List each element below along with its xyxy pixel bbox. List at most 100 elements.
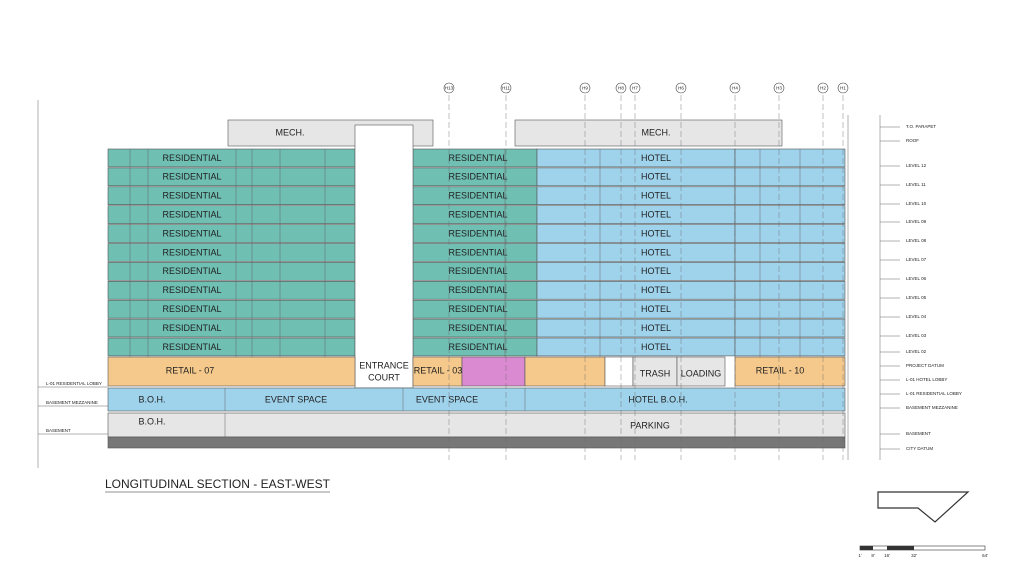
level-label: L-01 RESIDENTIAL LOBBY xyxy=(906,391,962,396)
foundation xyxy=(107,436,846,449)
level-label: LEVEL 05 xyxy=(906,295,927,300)
grid-label: H9 xyxy=(582,86,588,91)
entrance-court xyxy=(354,124,414,389)
floor-band xyxy=(107,224,356,243)
scale-bar xyxy=(887,546,914,550)
grid-label: H6 xyxy=(678,86,684,91)
floor-band xyxy=(536,148,736,168)
room-label: RESIDENTIAL xyxy=(448,323,507,333)
room-label: HOTEL xyxy=(641,210,671,220)
scale-bar xyxy=(859,545,986,551)
mech-label: MECH. xyxy=(276,127,305,137)
floor-band xyxy=(107,243,356,262)
floor-band xyxy=(107,337,356,357)
room-label: RESIDENTIAL xyxy=(448,210,507,220)
mech-box xyxy=(514,119,783,147)
level-label: BASEMENT xyxy=(46,428,71,433)
mech-label: MECH. xyxy=(642,127,671,137)
floor-band xyxy=(107,318,356,338)
floor-band xyxy=(734,337,846,357)
room-label: HOTEL xyxy=(641,191,671,201)
floor-band xyxy=(734,262,846,281)
scale-label: 32' xyxy=(911,553,917,558)
level-label: LEVEL 09 xyxy=(906,219,927,224)
room-label: HOTEL xyxy=(641,172,671,182)
room-label: RESIDENTIAL xyxy=(448,342,507,352)
grid-label: H4 xyxy=(732,86,738,91)
floor-band xyxy=(107,205,356,224)
level-label: LEVEL 08 xyxy=(906,238,927,243)
grid-label: H8 xyxy=(618,86,624,91)
room-label: RESIDENTIAL xyxy=(162,342,221,352)
room-label: RESIDENTIAL xyxy=(448,266,507,276)
room-label: RESIDENTIAL xyxy=(448,191,507,201)
floor-band xyxy=(107,262,356,281)
floor-band xyxy=(734,148,846,168)
room-label: TRASH xyxy=(640,368,671,378)
level-label: BASEMENT MEZZANINE xyxy=(906,405,958,410)
grid-label: H11 xyxy=(502,86,510,91)
level-label: LEVEL 02 xyxy=(906,349,927,354)
room-label: HOTEL xyxy=(641,228,671,238)
room-label: HOTEL xyxy=(641,285,671,295)
void xyxy=(604,356,634,387)
floor-band xyxy=(536,299,736,319)
room-label: RETAIL - 07 xyxy=(166,365,215,375)
floor-band xyxy=(536,318,736,338)
floor-band xyxy=(734,186,846,206)
level-label: LEVEL 10 xyxy=(906,201,927,206)
level-label: BASEMENT xyxy=(906,431,931,436)
grid-bubble xyxy=(579,82,591,94)
grid-bubble xyxy=(675,82,687,94)
room-label: RESIDENTIAL xyxy=(448,228,507,238)
level-label: LEVEL 04 xyxy=(906,314,927,319)
level-label: LEVEL 07 xyxy=(906,257,927,262)
room-label: RESIDENTIAL xyxy=(162,228,221,238)
floor-band xyxy=(734,299,846,319)
level-label: BASEMENT MEZZANINE xyxy=(46,400,98,405)
room-label: RESIDENTIAL xyxy=(448,285,507,295)
room-label: PARKING xyxy=(630,420,670,430)
floor-band xyxy=(536,280,736,300)
scale-bar xyxy=(860,546,873,550)
key-plan xyxy=(877,491,970,523)
floor-band xyxy=(107,299,356,319)
drawing-title: LONGITUDINAL SECTION - EAST-WEST xyxy=(105,477,331,491)
grid-bubble xyxy=(615,82,627,94)
floor-band xyxy=(734,205,846,224)
scale-label: 16' xyxy=(884,553,890,558)
room-label: RETAIL - 10 xyxy=(756,365,805,375)
room-label: ENTRANCE xyxy=(359,360,409,370)
grid-label: H13 xyxy=(445,86,454,91)
level-label: PROJECT DATUM xyxy=(906,363,944,368)
retail xyxy=(734,356,846,387)
room-label: RESIDENTIAL xyxy=(448,153,507,163)
grid-bubble xyxy=(729,82,741,94)
floor-band xyxy=(107,148,356,168)
scale-label: 1' xyxy=(858,553,862,558)
level-label: CITY DATUM xyxy=(906,446,933,451)
level-label: T.O. PARAPET xyxy=(906,124,936,129)
room-label: RESIDENTIAL xyxy=(162,247,221,257)
retail xyxy=(524,356,606,387)
room-label: RESIDENTIAL xyxy=(162,323,221,333)
core xyxy=(461,356,526,387)
room-label: RESIDENTIAL xyxy=(162,172,221,182)
room-label: COURT xyxy=(368,372,400,382)
room-label: HOTEL xyxy=(641,153,671,163)
grid-bubble xyxy=(817,82,829,94)
boh-band xyxy=(107,387,846,412)
level-label: LEVEL 11 xyxy=(906,182,926,187)
room-label: RESIDENTIAL xyxy=(448,304,507,314)
level-label: LEVEL 12 xyxy=(906,163,927,168)
retail xyxy=(107,356,356,387)
room-label: EVENT SPACE xyxy=(416,394,478,404)
scale-label: 8' xyxy=(871,553,875,558)
floor-band xyxy=(536,186,736,206)
room-label: RESIDENTIAL xyxy=(448,247,507,257)
floor-band xyxy=(107,186,356,206)
floor-band xyxy=(536,167,736,187)
level-label: L-01 HOTEL LOBBY xyxy=(906,377,947,382)
grid-bubble xyxy=(629,82,641,94)
level-label: L-01 RESIDENTIAL LOBBY xyxy=(46,381,102,386)
